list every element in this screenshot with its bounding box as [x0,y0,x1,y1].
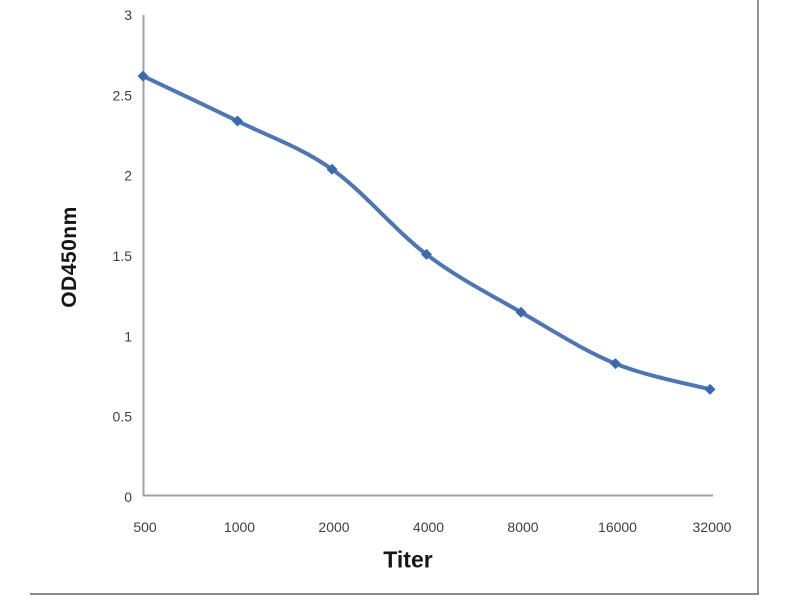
y-tick-label: 2.5 [113,87,133,103]
y-tick-label: 3 [124,7,132,23]
x-tick-label: 32000 [693,519,732,535]
x-tick-label: 500 [133,519,157,535]
image-border-right [757,0,759,595]
x-tick-label: 8000 [507,519,538,535]
data-point-marker [232,115,243,127]
x-tick-label: 16000 [598,519,637,535]
data-point-marker [137,70,149,82]
x-tick-label: 4000 [413,519,444,535]
data-point-marker [610,358,621,370]
y-tick-label: 1 [124,328,132,344]
image-border-bottom [30,593,759,595]
x-tick-label: 1000 [224,519,255,535]
data-series-line [141,74,712,392]
y-tick-label: 1.5 [113,248,133,264]
y-axis-title: OD450nm [58,206,81,308]
y-tick-label: 0.5 [113,409,133,425]
x-axis-title: Titer [383,546,433,573]
data-point-marker [421,248,432,260]
x-tick-label: 2000 [318,519,349,535]
y-tick-label: 2 [124,168,132,184]
data-point-marker [515,306,527,318]
y-tick-label: 0 [124,489,132,505]
data-point-marker [704,383,716,395]
data-point-marker [326,163,338,175]
